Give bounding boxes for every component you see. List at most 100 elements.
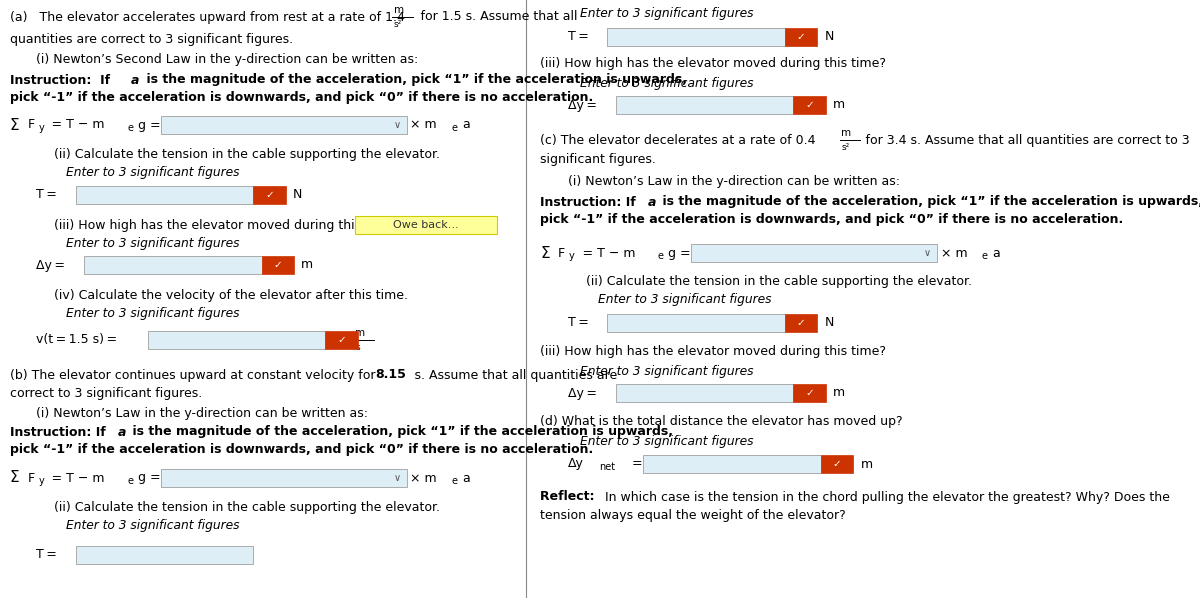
Text: Enter to 3 significant figures: Enter to 3 significant figures bbox=[66, 520, 240, 532]
Text: for 3.4 s. Assume that all quantities are correct to 3: for 3.4 s. Assume that all quantities ar… bbox=[863, 133, 1189, 147]
Text: = T − m: = T − m bbox=[580, 246, 635, 260]
Text: ∨: ∨ bbox=[394, 120, 401, 130]
FancyBboxPatch shape bbox=[616, 384, 793, 402]
FancyBboxPatch shape bbox=[691, 244, 937, 262]
Text: (c) The elevator decelerates at a rate of 0.4: (c) The elevator decelerates at a rate o… bbox=[540, 133, 818, 147]
Text: m: m bbox=[841, 128, 851, 138]
Text: ✓: ✓ bbox=[274, 260, 282, 270]
FancyBboxPatch shape bbox=[325, 331, 358, 349]
Text: (ii) Calculate the tension in the cable supporting the elevator.: (ii) Calculate the tension in the cable … bbox=[54, 148, 440, 161]
Text: v(t = 1.5 s) =: v(t = 1.5 s) = bbox=[36, 334, 118, 346]
Text: (iii) How high has the elevator moved during this time?: (iii) How high has the elevator moved du… bbox=[540, 346, 886, 358]
Text: y: y bbox=[38, 476, 44, 486]
Text: net: net bbox=[599, 462, 614, 472]
Text: tension always equal the weight of the elevator?: tension always equal the weight of the e… bbox=[540, 509, 846, 523]
Text: (iv) Calculate the velocity of the elevator after this time.: (iv) Calculate the velocity of the eleva… bbox=[54, 288, 408, 301]
Text: (i) Newton’s Law in the y-direction can be written as:: (i) Newton’s Law in the y-direction can … bbox=[568, 175, 900, 188]
Text: Enter to 3 significant figures: Enter to 3 significant figures bbox=[66, 236, 240, 249]
Text: T =: T = bbox=[36, 188, 56, 202]
Text: a: a bbox=[131, 74, 139, 87]
Text: ✓: ✓ bbox=[797, 318, 805, 328]
Text: Owe back...: Owe back... bbox=[394, 220, 458, 230]
Text: (b) The elevator continues upward at constant velocity for: (b) The elevator continues upward at con… bbox=[10, 368, 379, 382]
FancyBboxPatch shape bbox=[607, 28, 785, 46]
Text: ✓: ✓ bbox=[337, 335, 346, 345]
Text: Instruction: If: Instruction: If bbox=[10, 426, 109, 438]
Text: In which case is the tension in the chord pulling the elevator the greatest? Why: In which case is the tension in the chor… bbox=[605, 490, 1170, 504]
Text: F: F bbox=[28, 118, 35, 132]
Text: (iii) How high has the elevator moved during this time?: (iii) How high has the elevator moved du… bbox=[54, 218, 400, 231]
Text: is the magnitude of the acceleration, pick “1” if the acceleration is upwards,: is the magnitude of the acceleration, pi… bbox=[144, 74, 686, 87]
Text: a: a bbox=[992, 246, 1000, 260]
Text: Δy: Δy bbox=[568, 457, 583, 471]
Text: for 1.5 s. Assume that all: for 1.5 s. Assume that all bbox=[418, 11, 577, 23]
Text: ✓: ✓ bbox=[805, 388, 814, 398]
Text: (i) Newton’s Second Law in the y-direction can be written as:: (i) Newton’s Second Law in the y-directi… bbox=[36, 53, 419, 66]
Text: Σ: Σ bbox=[540, 246, 550, 261]
Text: T =: T = bbox=[568, 316, 588, 329]
Text: × m: × m bbox=[410, 471, 437, 484]
Text: e: e bbox=[658, 251, 664, 261]
Text: pick “-1” if the acceleration is downwards, and pick “0” if there is no accelera: pick “-1” if the acceleration is downwar… bbox=[10, 90, 593, 103]
Text: F: F bbox=[28, 471, 35, 484]
Text: a: a bbox=[462, 118, 469, 132]
Text: quantities are correct to 3 significant figures.: quantities are correct to 3 significant … bbox=[10, 33, 293, 47]
Text: T =: T = bbox=[36, 548, 56, 562]
Text: s. Assume that all quantities are: s. Assume that all quantities are bbox=[412, 368, 617, 382]
Text: m: m bbox=[833, 99, 845, 111]
Text: e: e bbox=[451, 123, 457, 133]
Text: s²: s² bbox=[841, 143, 850, 152]
FancyBboxPatch shape bbox=[785, 28, 817, 46]
Text: ✓: ✓ bbox=[797, 32, 805, 42]
Text: Enter to 3 significant figures: Enter to 3 significant figures bbox=[580, 365, 754, 377]
FancyBboxPatch shape bbox=[84, 256, 262, 274]
Text: g =: g = bbox=[138, 471, 161, 484]
Text: Enter to 3 significant figures: Enter to 3 significant figures bbox=[66, 166, 240, 179]
Text: m: m bbox=[860, 457, 872, 471]
Text: (ii) Calculate the tension in the cable supporting the elevator.: (ii) Calculate the tension in the cable … bbox=[586, 276, 972, 288]
Text: (i) Newton’s Law in the y-direction can be written as:: (i) Newton’s Law in the y-direction can … bbox=[36, 407, 368, 420]
Text: Enter to 3 significant figures: Enter to 3 significant figures bbox=[580, 77, 754, 90]
FancyBboxPatch shape bbox=[161, 469, 407, 487]
FancyBboxPatch shape bbox=[161, 116, 407, 134]
Text: Δy =: Δy = bbox=[568, 386, 596, 399]
Text: s: s bbox=[355, 343, 360, 352]
Text: e: e bbox=[127, 476, 133, 486]
Text: Enter to 3 significant figures: Enter to 3 significant figures bbox=[66, 307, 240, 319]
Text: pick “-1” if the acceleration is downwards, and pick “0” if there is no accelera: pick “-1” if the acceleration is downwar… bbox=[10, 443, 593, 456]
Text: g =: g = bbox=[138, 118, 161, 132]
Text: g =: g = bbox=[668, 246, 691, 260]
FancyBboxPatch shape bbox=[785, 314, 817, 332]
Text: a: a bbox=[118, 426, 126, 438]
Text: (ii) Calculate the tension in the cable supporting the elevator.: (ii) Calculate the tension in the cable … bbox=[54, 501, 440, 514]
Text: (iii) How high has the elevator moved during this time?: (iii) How high has the elevator moved du… bbox=[540, 57, 886, 71]
Text: Σ: Σ bbox=[10, 471, 19, 486]
Text: y: y bbox=[569, 251, 575, 261]
Text: (d) What is the total distance the elevator has moved up?: (d) What is the total distance the eleva… bbox=[540, 416, 902, 429]
FancyBboxPatch shape bbox=[821, 455, 853, 473]
FancyBboxPatch shape bbox=[607, 314, 785, 332]
Text: is the magnitude of the acceleration, pick “1” if the acceleration is upwards,: is the magnitude of the acceleration, pi… bbox=[660, 196, 1200, 209]
Text: 8.15: 8.15 bbox=[376, 368, 407, 382]
Text: Instruction:  If: Instruction: If bbox=[10, 74, 114, 87]
Text: × m: × m bbox=[941, 246, 967, 260]
Text: N: N bbox=[293, 188, 302, 202]
Text: pick “-1” if the acceleration is downwards, and pick “0” if there is no accelera: pick “-1” if the acceleration is downwar… bbox=[540, 213, 1123, 227]
Text: Reflect:: Reflect: bbox=[540, 490, 599, 504]
Text: m: m bbox=[301, 258, 313, 271]
Text: a: a bbox=[462, 471, 469, 484]
Text: Instruction: If: Instruction: If bbox=[540, 196, 640, 209]
Text: F: F bbox=[558, 246, 565, 260]
Text: e: e bbox=[127, 123, 133, 133]
Text: e: e bbox=[982, 251, 988, 261]
Text: Enter to 3 significant figures: Enter to 3 significant figures bbox=[598, 294, 772, 307]
FancyBboxPatch shape bbox=[76, 186, 253, 204]
FancyBboxPatch shape bbox=[262, 256, 294, 274]
Text: × m: × m bbox=[410, 118, 437, 132]
Text: m: m bbox=[833, 386, 845, 399]
Text: ∨: ∨ bbox=[394, 473, 401, 483]
Text: e: e bbox=[451, 476, 457, 486]
Text: =: = bbox=[631, 457, 642, 471]
Text: T =: T = bbox=[568, 30, 588, 44]
Text: m: m bbox=[394, 5, 403, 15]
